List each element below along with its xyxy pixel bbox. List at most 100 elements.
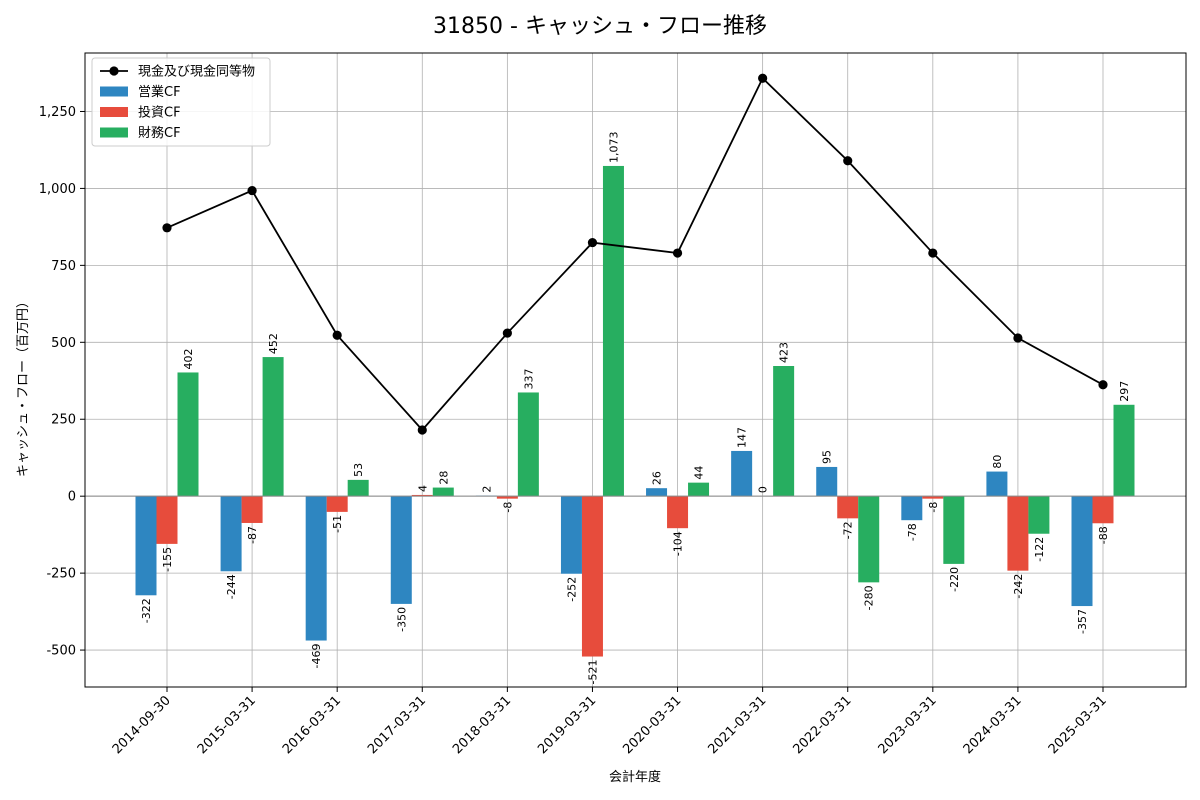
bar-value-label: 1,073 [607,131,620,163]
bar-value-label: 53 [352,463,365,477]
bar-value-label: -322 [140,598,153,623]
y-tick-label: 750 [51,259,76,274]
bar-value-label: -72 [842,521,855,539]
bar-value-label: -8 [501,502,514,513]
bar-財務CF [432,487,454,497]
cash-point [928,248,938,258]
bar-営業CF [135,496,157,596]
data-labels: -322 -244 -469 -350 2 -252 26 147 95 -78 80 -357 -15… [140,131,1131,684]
bar-value-label: 337 [522,368,535,389]
y-tick-label: 1,250 [39,105,76,120]
bar-value-label: -350 [395,607,408,632]
legend-label: 現金及び現金同等物 [138,64,255,80]
bar-財務CF [347,479,369,497]
cash-point [502,328,512,338]
bar-財務CF [688,482,710,497]
bar-財務CF [1113,404,1135,497]
bar-財務CF [602,165,624,497]
bar-value-label: 452 [267,333,280,354]
bar-value-label: -122 [1033,537,1046,562]
legend-box [91,57,271,147]
y-tick-label: 1,000 [39,182,76,197]
cash-point [162,223,172,233]
bar-value-label: -242 [1012,574,1025,599]
x-tick-label: 2015-03-31 [195,693,259,757]
bar-value-label: 0 [757,486,770,493]
bar-value-label: 147 [736,427,749,448]
cash-point [332,330,342,340]
bar-投資CF [922,496,944,499]
bar-投資CF [156,496,178,544]
cash-point [672,248,683,258]
bar-value-label: 28 [437,471,450,485]
bar-投資CF [1007,496,1029,571]
legend-bar-swatch [100,107,128,117]
bar-投資CF [667,496,689,529]
bar-営業CF [305,496,327,641]
bar-value-label: -87 [246,526,259,544]
bar-営業CF [816,466,838,497]
cash-point [843,156,853,166]
bar-value-label: -357 [1076,609,1089,634]
legend-bar-swatch [100,86,128,97]
bar-value-label: 402 [182,348,195,369]
bar-営業CF [731,450,753,497]
x-tick-label: 2022-03-31 [791,693,855,757]
cash-point [1013,333,1023,343]
y-tick-label: 0 [68,490,76,505]
chart-title: 31850 - キャッシュ・フロー推移 [433,14,767,39]
bar-value-label: 44 [693,466,706,480]
x-tick-label: 2019-03-31 [535,693,599,757]
bar-value-label: 2 [480,486,493,493]
cash-point [1098,380,1108,390]
y-tick-label: 500 [51,336,76,351]
bar-営業CF [986,471,1008,497]
legend-label: 投資CF [138,105,181,121]
x-tick-label: 2020-03-31 [620,693,684,757]
bar-財務CF [517,392,539,497]
bar-value-label: 297 [1118,381,1131,402]
bar-営業CF [1071,496,1093,607]
bar-営業CF [901,496,923,521]
bar-営業CF [560,496,582,574]
x-axis-label: 会計年度 [609,769,661,785]
bar-財務CF [858,496,880,583]
bar-財務CF [773,365,795,497]
x-tick-label: 2025-03-31 [1046,693,1110,757]
bar-value-label: -104 [672,531,685,556]
cash-point [417,425,427,435]
bar-value-label: 4 [416,485,429,492]
bar-value-label: 26 [651,471,664,485]
legend-marker [109,66,119,76]
x-tick-label: 2016-03-31 [280,693,344,757]
bar-value-label: -220 [948,567,961,592]
bar-value-label: -521 [586,660,599,685]
legend-label: 財務CF [138,126,181,141]
bar-value-label: -244 [225,574,238,599]
bar-value-label: -280 [863,585,876,610]
bar-value-label: -51 [331,515,344,533]
x-tick-label: 2024-03-31 [961,693,1025,757]
legend-bar-swatch [100,127,128,138]
bar-営業CF [220,496,242,572]
bar-value-label: -88 [1097,526,1110,544]
bar-投資CF [496,496,518,499]
bar-財務CF [262,357,284,497]
cash-point [247,185,257,196]
bar-value-label: -155 [161,547,174,572]
y-tick-label: -500 [46,644,76,659]
bar-value-label: 423 [778,342,791,363]
y-tick-label: 250 [51,413,76,428]
bar-財務CF [1028,496,1050,534]
bar-投資CF [581,496,603,657]
bar-value-label: -8 [927,502,940,513]
bar-投資CF [1092,496,1114,524]
bar-value-label: -469 [310,644,323,669]
y-axis-label: キャッシュ・フロー（百万円） [16,295,31,477]
x-tick-label: 2021-03-31 [705,693,769,757]
x-tick-label: 2014-09-30 [110,693,174,757]
bar-財務CF [177,372,199,497]
x-tick-label: 2023-03-31 [876,693,940,757]
